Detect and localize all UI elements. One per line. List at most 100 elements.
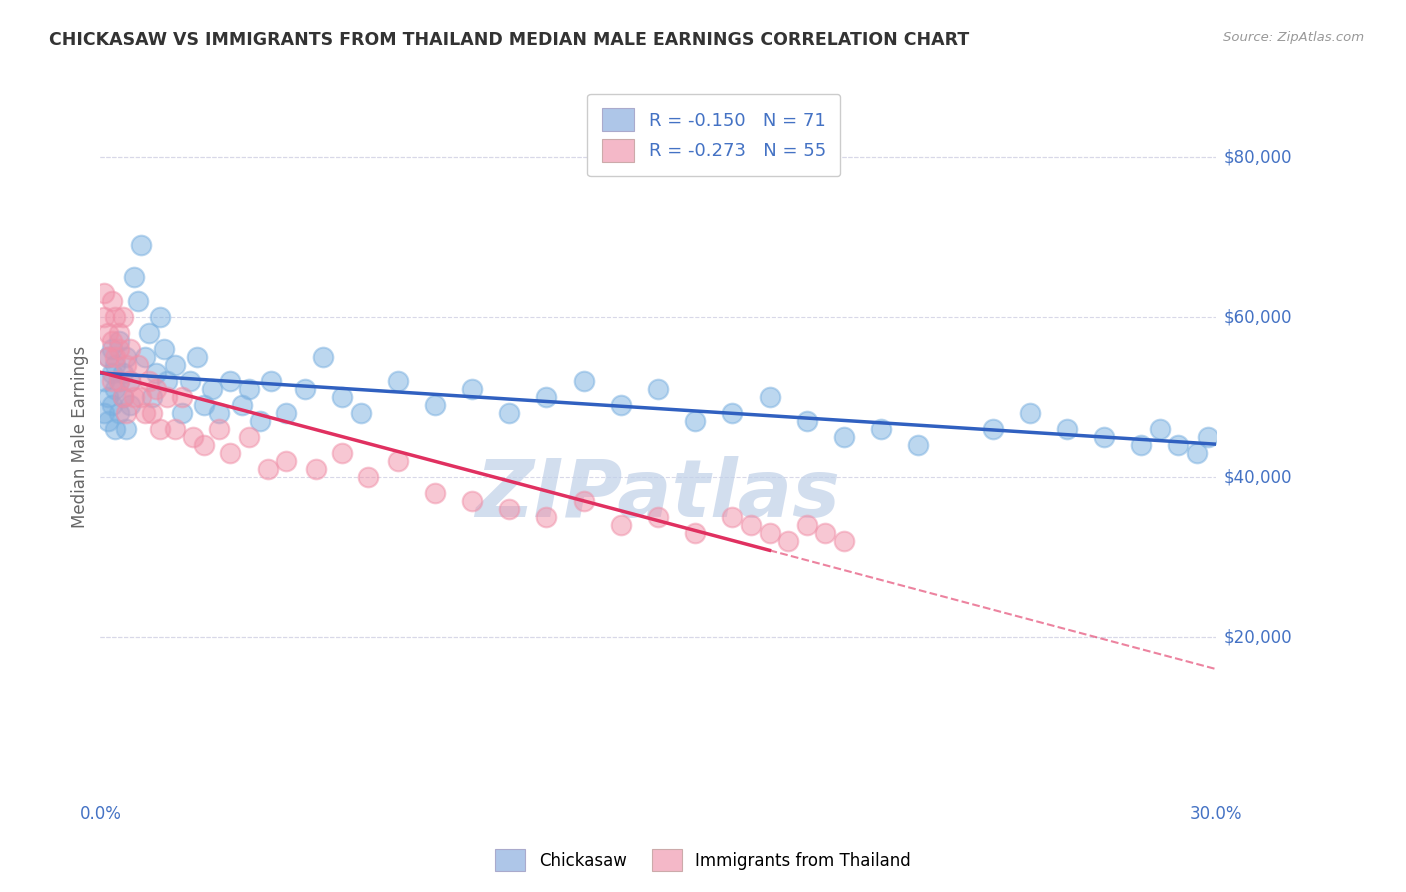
Point [683, 526, 706, 541]
Point [683, 414, 706, 428]
Point [115, 351, 138, 365]
Point [97, 351, 120, 365]
Point [276, 406, 298, 420]
Point [249, 414, 271, 428]
Point [172, 406, 194, 420]
Point [97, 326, 120, 341]
Point [108, 374, 131, 388]
Text: CHICKASAW VS IMMIGRANTS FROM THAILAND MEDIAN MALE EARNINGS CORRELATION CHART: CHICKASAW VS IMMIGRANTS FROM THAILAND ME… [49, 31, 970, 49]
Point [138, 374, 160, 388]
Point [97, 414, 120, 428]
Point [832, 430, 855, 444]
Point [156, 390, 179, 404]
Point [120, 374, 142, 388]
Point [104, 359, 127, 373]
Point [1056, 422, 1078, 436]
Point [104, 351, 127, 365]
Point [461, 494, 484, 508]
Point [141, 406, 163, 420]
Point [122, 390, 145, 404]
Point [1149, 422, 1171, 436]
Point [181, 430, 204, 444]
Point [305, 462, 328, 476]
Point [610, 398, 633, 412]
Point [294, 382, 316, 396]
Legend: Chickasaw, Immigrants from Thailand: Chickasaw, Immigrants from Thailand [486, 841, 920, 880]
Point [108, 406, 131, 420]
Point [141, 390, 163, 404]
Point [208, 406, 231, 420]
Point [536, 390, 558, 404]
Point [357, 470, 380, 484]
Point [870, 422, 893, 436]
Point [193, 438, 215, 452]
Text: $60,000: $60,000 [1225, 309, 1292, 326]
Point [1185, 446, 1208, 460]
Point [115, 422, 138, 436]
Point [149, 422, 172, 436]
Point [104, 382, 127, 396]
Point [100, 294, 122, 309]
Point [387, 454, 409, 468]
Point [100, 343, 122, 357]
Point [312, 351, 335, 365]
Point [127, 359, 149, 373]
Point [115, 359, 138, 373]
Point [778, 534, 800, 549]
Point [115, 406, 138, 420]
Point [145, 367, 167, 381]
Point [163, 359, 186, 373]
Point [129, 238, 152, 252]
Point [330, 446, 353, 460]
Point [122, 270, 145, 285]
Point [572, 494, 595, 508]
Point [796, 414, 818, 428]
Point [276, 454, 298, 468]
Point [201, 382, 224, 396]
Point [238, 382, 260, 396]
Point [93, 406, 115, 420]
Point [1018, 406, 1040, 420]
Point [330, 390, 353, 404]
Point [1197, 430, 1219, 444]
Point [93, 286, 115, 301]
Point [1130, 438, 1153, 452]
Legend: R = -0.150   N = 71, R = -0.273   N = 55: R = -0.150 N = 71, R = -0.273 N = 55 [588, 94, 841, 177]
Point [1092, 430, 1115, 444]
Point [93, 310, 115, 325]
Point [796, 518, 818, 533]
Point [423, 398, 446, 412]
Point [231, 398, 253, 412]
Point [179, 374, 201, 388]
Point [498, 502, 520, 516]
Point [100, 398, 122, 412]
Point [152, 343, 174, 357]
Point [193, 398, 215, 412]
Point [498, 406, 520, 420]
Point [104, 422, 127, 436]
Point [219, 374, 242, 388]
Point [129, 390, 152, 404]
Point [423, 486, 446, 500]
Point [111, 390, 134, 404]
Point [100, 334, 122, 349]
Point [186, 351, 208, 365]
Point [536, 510, 558, 524]
Text: $80,000: $80,000 [1225, 148, 1292, 167]
Point [219, 446, 242, 460]
Text: ZIPatlas: ZIPatlas [475, 456, 841, 534]
Point [149, 310, 172, 325]
Point [111, 367, 134, 381]
Point [981, 422, 1004, 436]
Point [134, 406, 156, 420]
Point [740, 518, 762, 533]
Point [97, 351, 120, 365]
Point [100, 374, 122, 388]
Point [93, 374, 115, 388]
Point [134, 351, 156, 365]
Point [111, 310, 134, 325]
Point [461, 382, 484, 396]
Y-axis label: Median Male Earnings: Median Male Earnings [72, 346, 89, 528]
Point [721, 510, 744, 524]
Point [721, 406, 744, 420]
